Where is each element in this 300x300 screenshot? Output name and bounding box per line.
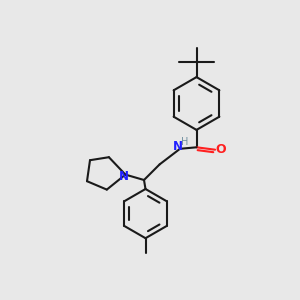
Text: H: H bbox=[182, 137, 189, 147]
Text: N: N bbox=[173, 140, 183, 154]
Text: N: N bbox=[119, 169, 129, 183]
Text: O: O bbox=[215, 143, 226, 156]
